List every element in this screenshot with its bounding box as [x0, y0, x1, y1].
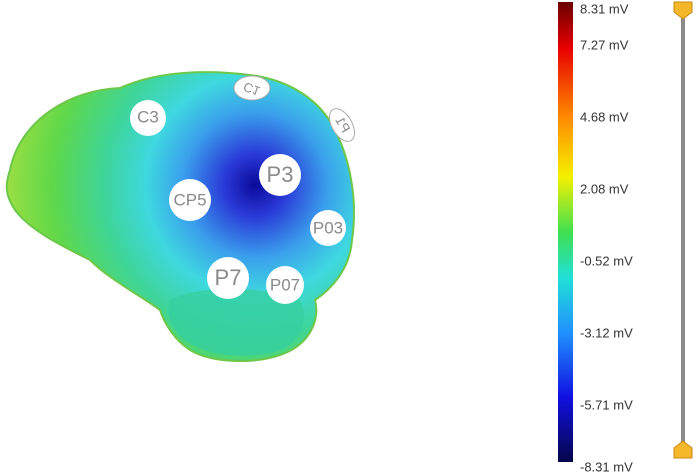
electrode [310, 210, 346, 246]
electrode [233, 75, 271, 101]
electrode-label: C1 [241, 79, 262, 99]
electrode [259, 154, 301, 196]
colorbar-label: 4.68 mV [580, 109, 629, 124]
colorbar-label: 8.31 mV [580, 1, 629, 16]
colorbar-label: 7.27 mV [580, 37, 629, 52]
electrode-label: P07 [270, 275, 300, 294]
cerebellum [168, 288, 304, 356]
electrode-label: P3 [267, 162, 294, 187]
colorbar-label: -8.31 mV [580, 459, 633, 474]
range-slider [673, 1, 693, 459]
slider-handle-top[interactable] [673, 1, 693, 20]
colorbar-label: -5.71 mV [580, 397, 633, 412]
colorbar [558, 2, 573, 462]
electrode-label: P03 [313, 218, 343, 237]
colorbar-label: 2.08 mV [580, 181, 629, 196]
colorbar-labels: 8.31 mV 7.27 mV 4.68 mV 2.08 mV -0.52 mV… [580, 1, 633, 474]
colorbar-label: -0.52 mV [580, 253, 633, 268]
electrode-label: P7 [215, 265, 242, 290]
electrode-label: CP5 [173, 190, 206, 209]
slider-handle-bottom[interactable] [673, 440, 693, 459]
electrodes: C3 CP5 P3 P03 P7 P07 C1 P1 [130, 75, 355, 304]
electrode [329, 108, 355, 142]
electrode [207, 257, 249, 299]
electrode-label: P1 [332, 114, 353, 135]
electrode [130, 100, 166, 136]
colorbar-label: -3.12 mV [580, 325, 633, 340]
electrode [266, 266, 304, 304]
electrode [169, 179, 211, 221]
electrode-label: C3 [137, 107, 159, 126]
